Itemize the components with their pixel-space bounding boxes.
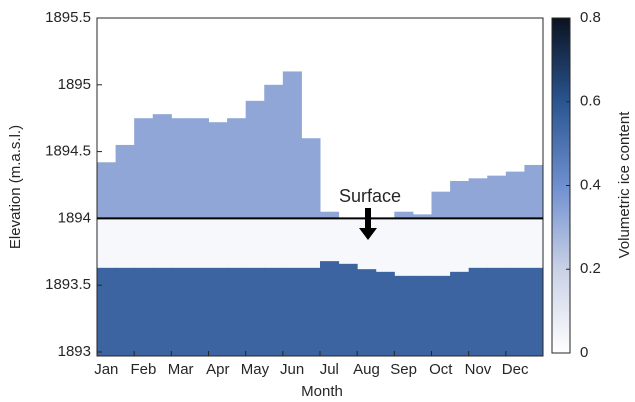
layer-cell <box>375 218 395 272</box>
layer-cell <box>115 218 135 268</box>
x-tick-label: Jan <box>94 361 118 378</box>
layer-cell <box>301 267 321 356</box>
layer-cell <box>134 267 154 356</box>
layer-cell <box>524 218 544 268</box>
layer-cell <box>524 164 544 219</box>
layer-cell <box>394 211 414 219</box>
x-tick-label: Jul <box>320 361 339 378</box>
layer-cell <box>450 180 470 219</box>
colorbar-tick-label: 0.6 <box>580 93 601 110</box>
layer-cell <box>468 267 488 356</box>
layer-cell <box>264 84 284 219</box>
layer-cell <box>245 267 265 356</box>
layer-cell <box>524 267 544 356</box>
layer-cell <box>412 275 432 356</box>
layer-cell <box>134 218 154 268</box>
y-tick-label: 1894 <box>58 209 91 226</box>
layer-cell <box>208 267 228 356</box>
layer-cell <box>282 71 302 219</box>
colorbar-tick-label: 0.4 <box>580 176 601 193</box>
layer-cell <box>189 218 209 268</box>
layer-cell <box>171 118 191 219</box>
layer-cell <box>412 218 432 276</box>
annotation-text: Surface <box>339 186 401 206</box>
layer-cell <box>450 271 470 356</box>
layer-cell <box>227 267 247 356</box>
layer-cell <box>431 218 451 276</box>
layer-cell <box>394 275 414 356</box>
layer-cell <box>152 218 172 268</box>
layer-cell <box>97 162 117 219</box>
layer-cell <box>171 267 191 356</box>
layer-cell <box>505 218 525 268</box>
layer-cell <box>301 218 321 268</box>
layer-cell <box>468 218 488 268</box>
x-tick-label: Dec <box>502 361 529 378</box>
layer-cell <box>282 267 302 356</box>
layer-cell <box>505 267 525 356</box>
x-tick-label: Oct <box>429 361 453 378</box>
layer-cell <box>487 218 507 268</box>
layer-cell <box>338 218 358 264</box>
layer-cell <box>282 218 302 268</box>
layer-cell <box>208 218 228 268</box>
layer-cell <box>487 267 507 356</box>
layer-cell <box>450 218 470 272</box>
colorbar-tick-label: 0.2 <box>580 260 601 277</box>
x-tick-label: Mar <box>168 361 194 378</box>
x-axis-label: Month <box>301 383 343 400</box>
colorbar-tick-label: 0 <box>580 344 588 361</box>
x-tick-label: Apr <box>206 361 229 378</box>
layer-cell <box>264 267 284 356</box>
layer-cell <box>394 218 414 276</box>
layer-cell <box>301 138 321 219</box>
x-tick-label: Jun <box>280 361 304 378</box>
layer-cell <box>505 171 525 219</box>
layer-cell <box>245 100 265 219</box>
y-tick-label: 1895.5 <box>45 9 91 26</box>
layer-cell <box>189 267 209 356</box>
layer-cell <box>375 271 395 356</box>
layer-cell <box>134 118 154 219</box>
layer-cell <box>468 178 488 219</box>
layer-cell <box>97 218 117 268</box>
annotation-arrow <box>359 208 377 240</box>
layer-cell <box>487 175 507 219</box>
y-tick-label: 1894.5 <box>45 143 91 160</box>
y-tick-label: 1893 <box>58 343 91 360</box>
layer-cell <box>320 211 340 219</box>
layer-cell <box>412 214 432 219</box>
layer-cell <box>338 263 358 356</box>
layer-cell <box>152 114 172 219</box>
layer-cell <box>152 267 172 356</box>
layer-cell <box>320 218 340 262</box>
layer-cell <box>115 267 135 356</box>
colorbar-tick-label: 0.8 <box>580 9 601 26</box>
layer-cell <box>97 267 117 356</box>
layer-cell <box>189 118 209 219</box>
colorbar-label: Volumetric ice content <box>616 111 633 259</box>
layer-cell <box>264 218 284 268</box>
layer-cell <box>245 218 265 268</box>
layer-cell <box>171 218 191 268</box>
layer-cell <box>320 261 340 356</box>
layer-cell <box>227 118 247 219</box>
layer-cell <box>227 218 247 268</box>
y-tick-label: 1893.5 <box>45 276 91 293</box>
x-tick-label: Sep <box>390 361 417 378</box>
y-tick-label: 1895 <box>58 76 91 93</box>
layer-cell <box>208 122 228 219</box>
x-tick-label: May <box>241 361 270 378</box>
layer-cell <box>431 191 451 219</box>
layer-cell <box>115 144 135 219</box>
x-tick-label: Nov <box>465 361 492 378</box>
layer-cell <box>431 275 451 356</box>
x-tick-label: Feb <box>131 361 157 378</box>
y-axis-label: Elevation (m.a.s.l.) <box>7 125 24 249</box>
x-tick-label: Aug <box>353 361 380 378</box>
layer-cell <box>357 269 377 356</box>
